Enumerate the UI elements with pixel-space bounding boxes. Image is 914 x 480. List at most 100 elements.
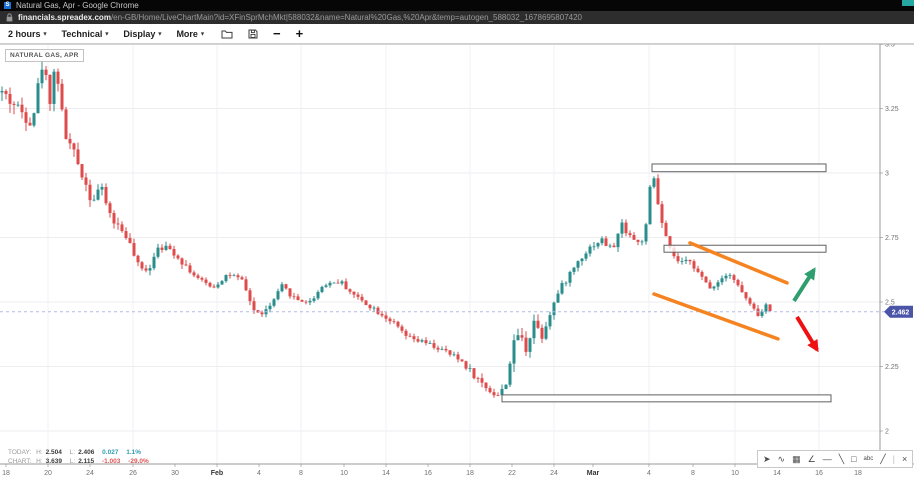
rectangle-tool-icon[interactable]: □ <box>851 454 857 464</box>
window-title-bar: S Natural Gas, Apr - Google Chrome <box>0 0 914 11</box>
x-axis-tick-label: 10 <box>731 470 739 477</box>
chart-area: 3.5 3.25 3 2.75 2.5 2.25 2 18 20 24 26 30 Feb 4 8 10 14 1… <box>0 44 914 480</box>
x-axis-tick-label: 16 <box>424 470 432 477</box>
price-stats-legend: TODAY: H: 2.504 L: 2.406 0.027 1.1% CHART:… <box>8 448 155 466</box>
chart-toolbar: 2 hours ▾ Technical ▾ Display ▾ More ▾ −… <box>0 24 914 44</box>
x-axis-tick-label: 10 <box>340 470 348 477</box>
trendline-tool-icon[interactable]: ╲ <box>838 454 845 464</box>
save-icon <box>248 29 258 38</box>
y-axis-tick-label: 2.5 <box>885 300 895 307</box>
x-axis-tick-label: 24 <box>86 470 94 477</box>
gridlines <box>0 44 914 464</box>
window-title: Natural Gas, Apr - Google Chrome <box>16 1 139 10</box>
symbol-label: NATURAL GAS, APR <box>5 49 84 62</box>
interval-menu[interactable]: 2 hours ▾ <box>8 29 47 39</box>
down-arrow <box>795 315 819 353</box>
x-axis-tick-label: 18 <box>854 470 862 477</box>
chart-stats-row: CHART: H: 3.639 L: 2.115 -1.003 -29.0% <box>8 457 155 466</box>
today-stats-row: TODAY: H: 2.504 L: 2.406 0.027 1.1% <box>8 448 155 457</box>
site-favicon: S <box>4 2 11 9</box>
chart-label: CHART: <box>8 458 32 465</box>
zone-rectangle <box>501 394 832 403</box>
x-axis-tick-label: 14 <box>382 470 390 477</box>
y-axis-tick-label: 3.25 <box>885 106 899 113</box>
pointer-tool-icon[interactable]: ➤ <box>763 454 771 464</box>
grid-tool-icon[interactable]: ▦ <box>792 454 801 464</box>
chevron-down-icon: ▾ <box>200 31 204 38</box>
display-menu-label: Display <box>123 28 156 39</box>
low-label: L: <box>69 449 76 456</box>
chart-change: -1.003 <box>101 458 121 465</box>
toolbar-divider: | <box>892 454 895 464</box>
x-axis-tick-label: 26 <box>129 470 137 477</box>
x-axis-tick-label: 14 <box>773 470 781 477</box>
up-arrow <box>792 267 816 303</box>
freehand-tool-icon[interactable]: ∿ <box>777 454 786 464</box>
close-icon[interactable]: × <box>902 454 908 464</box>
x-axis-tick-label: 4 <box>647 470 651 477</box>
chevron-down-icon: ▾ <box>43 31 47 38</box>
support-resistance-zones[interactable] <box>501 163 832 403</box>
x-axis-tick-label: 16 <box>815 470 823 477</box>
trend-channel-lines[interactable] <box>652 241 789 341</box>
drawing-toolbar: ➤ ∿ ▦ ∠ — ╲ □ abc ╱ | × <box>757 450 914 468</box>
trendline <box>652 292 780 341</box>
today-change-pct: 1.1% <box>126 449 142 456</box>
technical-menu[interactable]: Technical ▾ <box>62 29 109 39</box>
chart-low: 2.115 <box>78 458 95 465</box>
x-axis-tick-label: 24 <box>550 470 558 477</box>
fib-tool-icon[interactable]: ∠ <box>807 454 816 464</box>
x-axis-tick-label: 8 <box>691 470 695 477</box>
y-axis-tick-label: 3 <box>885 171 889 178</box>
current-price-badge: 2.462 <box>884 305 913 318</box>
candles-layer <box>0 60 772 402</box>
candlestick-chart[interactable]: 3.5 3.25 3 2.75 2.5 2.25 2 18 20 24 26 30 Feb 4 8 10 14 1… <box>0 44 914 480</box>
more-menu[interactable]: More ▾ <box>176 29 204 39</box>
display-menu[interactable]: Display ▾ <box>123 29 161 39</box>
zone-rectangle <box>663 244 827 253</box>
x-axis-tick-label: 22 <box>508 470 516 477</box>
y-axis-tick-label: 2 <box>885 429 889 436</box>
x-axis-tick-label: 4 <box>257 470 261 477</box>
technical-menu-label: Technical <box>61 28 103 39</box>
folder-open-icon <box>221 30 233 38</box>
url-path: /en-GB/Home/LiveChartMain?id=XFinSprMchM… <box>110 13 582 22</box>
zoom-in-button[interactable]: + <box>295 25 304 41</box>
today-high: 2.504 <box>45 449 62 456</box>
high-label: H: <box>36 449 43 456</box>
x-axis-tick-label: 8 <box>299 470 303 477</box>
x-axis-tick-label: 20 <box>44 470 52 477</box>
open-chart-button[interactable] <box>221 29 233 39</box>
trendline <box>688 241 789 285</box>
url-text[interactable]: financials.spreadex.com/en-GB/Home/LiveC… <box>18 13 582 22</box>
axes: 3.5 3.25 3 2.75 2.5 2.25 2 18 20 24 26 30 Feb 4 8 10 14 1… <box>0 44 914 477</box>
chevron-down-icon: ▾ <box>105 31 109 38</box>
text-tool-icon[interactable]: abc <box>863 456 874 462</box>
y-axis-tick-label: 3.5 <box>885 44 895 49</box>
line-tool-icon[interactable]: ╱ <box>880 454 886 464</box>
lock-icon <box>6 13 13 22</box>
chart-change-pct: -29.0% <box>128 458 149 465</box>
zoom-out-button[interactable]: − <box>272 25 281 41</box>
x-axis-tick-label: Mar <box>587 470 600 477</box>
address-bar[interactable]: financials.spreadex.com/en-GB/Home/LiveC… <box>0 11 914 24</box>
today-low: 2.406 <box>78 449 95 456</box>
x-axis-tick-label: 18 <box>2 470 10 477</box>
direction-arrows[interactable] <box>792 267 819 353</box>
today-label: TODAY: <box>8 449 32 456</box>
url-domain: financials.spreadex.com <box>18 13 111 22</box>
y-axis-tick-label: 2.75 <box>885 235 899 242</box>
today-change: 0.027 <box>102 449 119 456</box>
chart-high: 3.639 <box>45 458 62 465</box>
horizontal-line-tool-icon[interactable]: — <box>822 454 832 464</box>
chevron-down-icon: ▾ <box>158 31 162 38</box>
window-corner-accent <box>902 0 914 6</box>
save-chart-button[interactable] <box>248 29 258 39</box>
x-axis-tick-label: 18 <box>466 470 474 477</box>
high-label: H: <box>36 458 43 465</box>
x-axis-tick-label: Feb <box>211 470 223 477</box>
y-axis-tick-label: 2.25 <box>885 364 899 371</box>
x-axis-tick-label: 30 <box>171 470 179 477</box>
low-label: L: <box>69 458 76 465</box>
